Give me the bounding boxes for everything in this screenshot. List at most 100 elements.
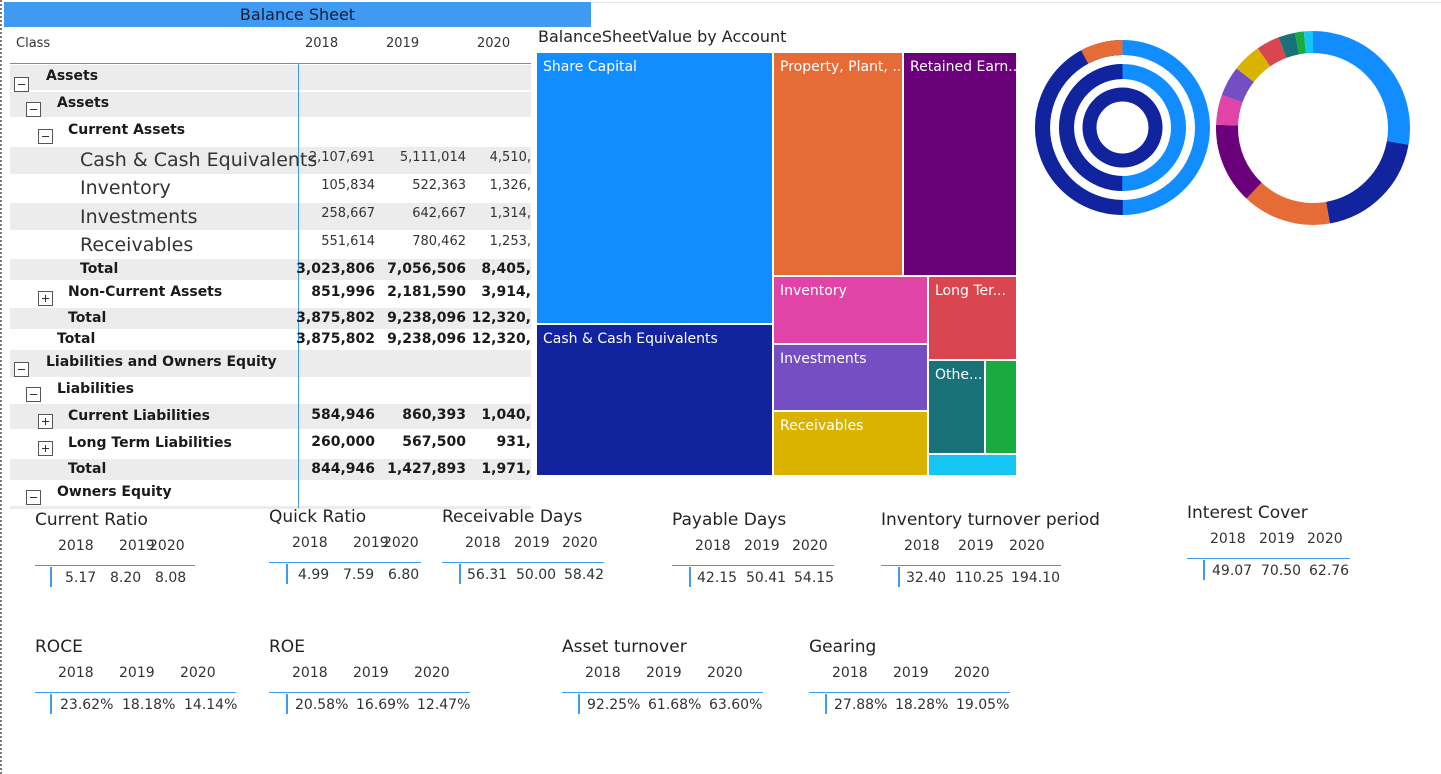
- card-title: Payable Days: [672, 510, 787, 530]
- cell-value: 258,667: [321, 206, 375, 221]
- card-year-header[interactable]: 2019: [353, 665, 389, 681]
- cell-value: 1,971,: [481, 461, 531, 477]
- card-value: 19.05%: [956, 697, 1010, 713]
- card-value: 23.62%: [60, 697, 114, 713]
- card-year-header[interactable]: 2018: [832, 665, 868, 681]
- card-year-header[interactable]: 2020: [414, 665, 450, 681]
- treemap-cell-receivables[interactable]: Receivables: [774, 412, 927, 475]
- collapse-icon[interactable]: [14, 362, 29, 377]
- card-row-marker: [459, 564, 461, 584]
- card-year-header[interactable]: 2019: [119, 665, 155, 681]
- card-year-header[interactable]: 2019: [514, 535, 550, 551]
- card-year-header[interactable]: 2018: [292, 665, 328, 681]
- treemap-cell-other[interactable]: Othe...: [929, 361, 984, 453]
- card-value: 42.15: [697, 570, 738, 586]
- cell-value: 1,040,: [481, 407, 531, 423]
- row-label-assets: Assets: [46, 68, 99, 84]
- card-year-header[interactable]: 2019: [893, 665, 929, 681]
- card-value: 8.20: [110, 570, 142, 586]
- card-year-header[interactable]: 2018: [292, 535, 328, 551]
- card-year-header[interactable]: 2018: [585, 665, 621, 681]
- expand-icon[interactable]: [38, 414, 53, 429]
- card-year-header[interactable]: 2018: [695, 538, 731, 554]
- donut-ring-inner[interactable]: [1082, 87, 1163, 168]
- donut-chart-left[interactable]: [1030, 35, 1215, 220]
- treemap-cell-ppe[interactable]: Property, Plant, ...: [774, 53, 902, 275]
- treemap-cell-cyan[interactable]: [929, 455, 1016, 475]
- card-year-header[interactable]: 2020: [707, 665, 743, 681]
- card-year-header[interactable]: 2019: [353, 535, 389, 551]
- cell-value: 931,: [496, 434, 531, 450]
- column-header-2020[interactable]: 2020: [477, 36, 511, 51]
- column-header-2018[interactable]: 2018: [305, 36, 339, 51]
- card-year-header[interactable]: 2020: [383, 535, 419, 551]
- treemap-cell-investments[interactable]: Investments: [774, 345, 927, 410]
- column-header-class[interactable]: Class: [16, 36, 51, 51]
- row-label-total: Total: [80, 261, 119, 277]
- canvas-left-border: [0, 0, 2, 774]
- card-year-header[interactable]: 2018: [1210, 531, 1246, 547]
- card-value: 8.08: [155, 570, 187, 586]
- card-value: 92.25%: [587, 697, 641, 713]
- cell-value: 642,667: [412, 206, 466, 221]
- treemap-title: BalanceSheetValue by Account: [538, 27, 787, 46]
- card-year-header[interactable]: 2020: [149, 538, 185, 554]
- card-year-header[interactable]: 2018: [465, 535, 501, 551]
- treemap-cell-retained-earnings[interactable]: Retained Earn...: [904, 53, 1016, 275]
- row-label-inventory: Inventory: [80, 177, 171, 199]
- card-header-line: [881, 565, 1061, 566]
- collapse-icon[interactable]: [26, 387, 41, 402]
- card-year-header[interactable]: 2019: [744, 538, 780, 554]
- treemap-cell-inventory[interactable]: Inventory: [774, 277, 927, 343]
- row-label-liabilities: Liabilities: [57, 381, 134, 397]
- collapse-icon[interactable]: [38, 129, 53, 144]
- expand-icon[interactable]: [38, 291, 53, 306]
- card-row-marker: [689, 567, 691, 587]
- card-title: Inventory turnover period: [881, 510, 1100, 530]
- card-row-marker: [578, 694, 580, 714]
- row-label-current-liabilities: Current Liabilities: [68, 408, 210, 424]
- card-year-header[interactable]: 2019: [958, 538, 994, 554]
- card-year-header[interactable]: 2020: [1009, 538, 1045, 554]
- card-year-header[interactable]: 2020: [792, 538, 828, 554]
- donut-chart-right[interactable]: [1215, 30, 1411, 226]
- expand-icon[interactable]: [38, 441, 53, 456]
- donut-slice-orange[interactable]: [1216, 31, 1410, 225]
- donut-ring-middle-dark[interactable]: [1059, 64, 1186, 191]
- card-header-line: [672, 565, 834, 566]
- column-header-2019[interactable]: 2019: [386, 36, 420, 51]
- card-year-header[interactable]: 2020: [562, 535, 598, 551]
- card-value: 70.50: [1261, 563, 1302, 579]
- card-value: 50.41: [746, 570, 787, 586]
- donut-slice-purple[interactable]: [1216, 31, 1410, 225]
- card-year-header[interactable]: 2020: [954, 665, 990, 681]
- treemap-cell-share-capital[interactable]: Share Capital: [537, 53, 772, 323]
- card-value: 62.76: [1309, 563, 1350, 579]
- card-year-header[interactable]: 2020: [1307, 531, 1343, 547]
- card-value: 7.59: [343, 567, 375, 583]
- collapse-icon[interactable]: [26, 102, 41, 117]
- card-year-header[interactable]: 2018: [58, 665, 94, 681]
- row-header-divider: [298, 63, 299, 508]
- row-label-assets-sub: Assets: [57, 95, 110, 111]
- card-year-header[interactable]: 2018: [904, 538, 940, 554]
- card-header-line: [562, 692, 763, 693]
- card-value: 50.00: [516, 567, 557, 583]
- collapse-icon[interactable]: [14, 77, 29, 92]
- donut-slice-cyan[interactable]: [1216, 31, 1410, 225]
- donut-ring-outer-orange[interactable]: [1035, 40, 1210, 215]
- card-title: ROCE: [35, 637, 83, 657]
- matrix-title: Balance Sheet: [4, 2, 591, 27]
- card-year-header[interactable]: 2019: [1259, 531, 1295, 547]
- card-title: Quick Ratio: [269, 507, 367, 527]
- treemap-cell-cash[interactable]: Cash & Cash Equivalents: [537, 325, 772, 475]
- card-year-header[interactable]: 2019: [119, 538, 155, 554]
- collapse-icon[interactable]: [26, 490, 41, 505]
- card-year-header[interactable]: 2019: [646, 665, 682, 681]
- cell-value: 1,253,: [489, 234, 531, 249]
- treemap-cell-long-term[interactable]: Long Ter...: [929, 277, 1016, 359]
- card-year-header[interactable]: 2018: [58, 538, 94, 554]
- card-row-marker: [1203, 560, 1205, 580]
- card-year-header[interactable]: 2020: [180, 665, 216, 681]
- treemap-cell-green[interactable]: [986, 361, 1016, 453]
